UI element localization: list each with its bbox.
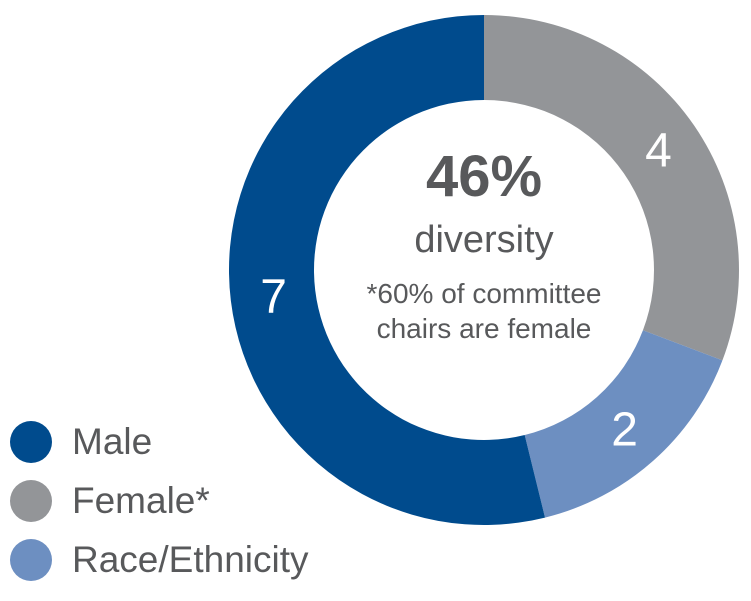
center-note-line-1: *60% of committee <box>367 278 602 309</box>
slice-race-ethnicity <box>524 330 723 518</box>
donut-slices <box>229 15 739 525</box>
legend-item-male: Male <box>10 412 309 471</box>
legend-item-female: Female* <box>10 471 309 530</box>
legend-label-race-ethnicity: Race/Ethnicity <box>72 538 309 580</box>
legend-swatch-race-ethnicity <box>10 538 52 581</box>
slice-value-female: 4 <box>645 125 672 178</box>
center-note-line-2: chairs are female <box>377 313 592 344</box>
legend: Male Female* Race/Ethnicity <box>10 412 309 589</box>
legend-label-female: Female* <box>72 479 210 521</box>
legend-swatch-male <box>10 420 52 463</box>
center-subtitle: diversity <box>414 219 553 261</box>
legend-item-race-ethnicity: Race/Ethnicity <box>10 530 309 589</box>
slice-value-labels: 4 2 7 <box>260 125 672 457</box>
slice-female <box>484 15 739 361</box>
slice-male <box>229 15 546 525</box>
legend-label-male: Male <box>72 420 153 462</box>
slice-value-male: 7 <box>260 271 287 324</box>
center-headline: 46% <box>426 144 542 209</box>
legend-swatch-female <box>10 479 52 522</box>
slice-value-race-ethnicity: 2 <box>611 404 638 457</box>
